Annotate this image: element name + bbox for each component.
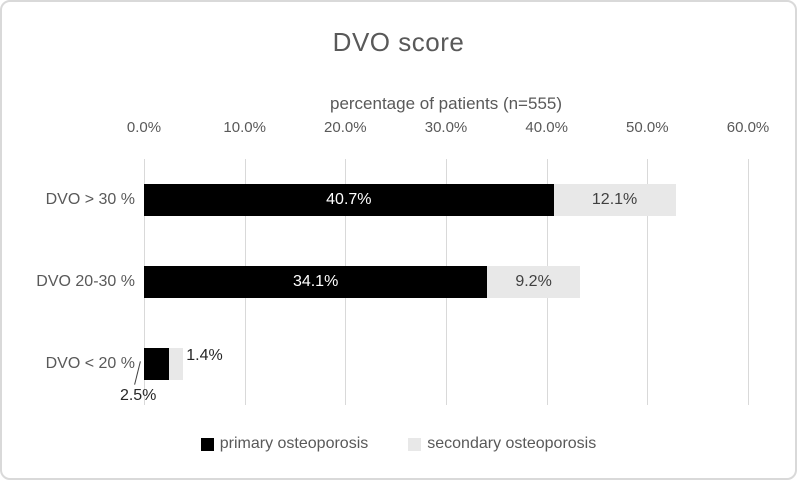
x-tick-label: 60.0% [726, 119, 770, 136]
bar-segment [553, 184, 676, 216]
legend-item: secondary osteoporosis [408, 435, 596, 453]
x-tick-label: 10.0% [223, 119, 266, 136]
bar-segment [169, 348, 184, 380]
bar-value-label-outside: 2.5% [119, 387, 157, 404]
bar-value-label: 34.1% [292, 273, 339, 290]
bar-segment [144, 266, 488, 298]
chart-title: DVO score [332, 27, 465, 57]
plot-area: 40.7% 12.1% 34.1% 9.2% 2.5% 1.4% [120, 159, 749, 405]
legend-swatch [408, 437, 422, 451]
legend-item: primary osteoporosis [200, 435, 369, 453]
x-tick-label: 30.0% [424, 119, 468, 136]
bar-value-label: 9.2% [515, 273, 552, 290]
bar-value-label: 12.1% [591, 191, 638, 208]
x-axis-title: percentage of patients (n=555) [329, 94, 563, 113]
x-tick-label: 40.0% [525, 119, 568, 136]
gridline [647, 159, 649, 405]
legend-label: primary osteoporosis [219, 435, 369, 452]
x-axis-tick-labels: 0.0% 10.0% 20.0% 30.0% 40.0% 50.0% 60.0% [2, 119, 795, 139]
category-label: DVO < 20 % [45, 355, 135, 372]
gridline [748, 159, 749, 405]
bar-segment [144, 348, 170, 380]
legend-label: secondary osteoporosis [427, 435, 597, 452]
x-tick-label: 0.0% [126, 119, 162, 136]
bar-segment [144, 184, 554, 216]
leader-line [134, 361, 142, 385]
bar-value-label-outside: 1.4% [186, 347, 223, 364]
category-label: DVO > 30 % [45, 191, 135, 208]
legend: primary osteoporosis secondary osteoporos… [2, 435, 795, 453]
legend-swatch [200, 437, 214, 451]
bar-value-label: 40.7% [326, 191, 372, 208]
x-tick-label: 50.0% [626, 119, 669, 136]
x-tick-label: 20.0% [324, 119, 367, 136]
category-label: DVO 20-30 % [36, 273, 135, 290]
category-axis-labels: DVO > 30 % DVO 20-30 % DVO < 20 % [2, 2, 135, 478]
bar-segment [487, 266, 580, 298]
